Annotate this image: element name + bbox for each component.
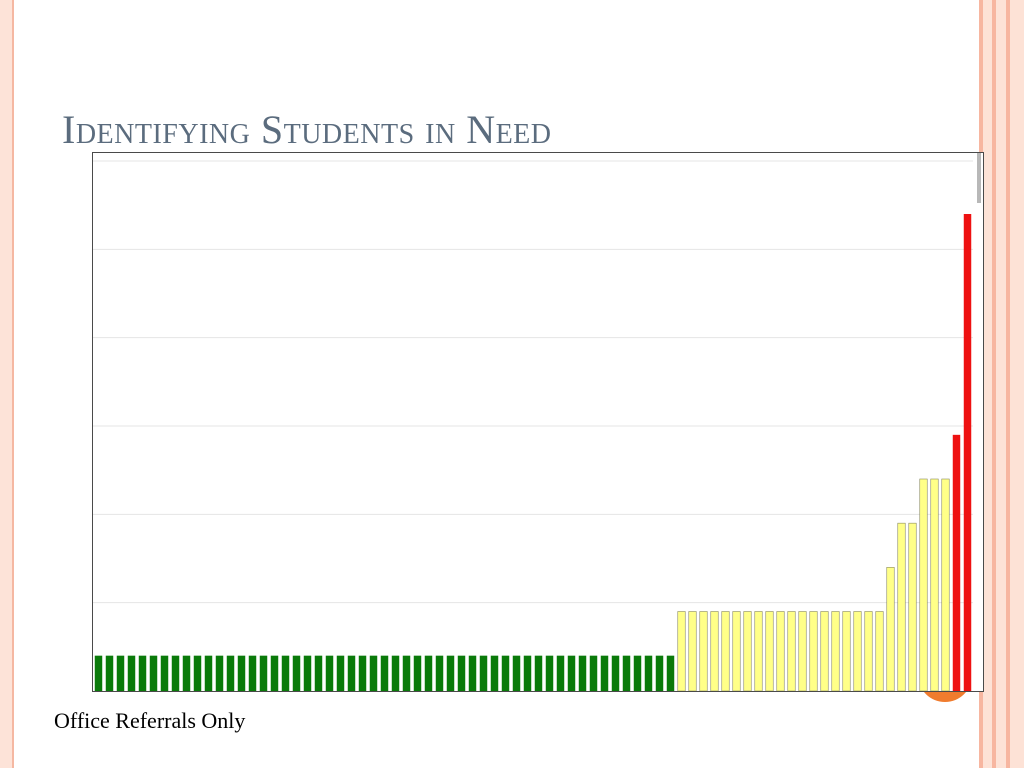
bar-14 — [248, 655, 257, 691]
bar-chart — [92, 152, 984, 692]
bar-42 — [556, 655, 565, 691]
bar-64 — [798, 611, 807, 691]
bar-2 — [116, 655, 125, 691]
bar-35 — [479, 655, 488, 691]
bar-75 — [919, 478, 928, 691]
bar-40 — [534, 655, 543, 691]
bar-61 — [765, 611, 774, 691]
bar-7 — [171, 655, 180, 691]
bar-69 — [853, 611, 862, 691]
bar-10 — [204, 655, 213, 691]
bar-77 — [941, 478, 950, 691]
bar-0 — [94, 655, 103, 691]
bar-12 — [226, 655, 235, 691]
bar-4 — [138, 655, 147, 691]
bar-55 — [699, 611, 708, 691]
bar-31 — [435, 655, 444, 691]
bar-17 — [281, 655, 290, 691]
bar-78 — [952, 434, 961, 691]
bar-73 — [897, 522, 906, 691]
bar-25 — [369, 655, 378, 691]
bar-22 — [336, 655, 345, 691]
bar-6 — [160, 655, 169, 691]
bar-23 — [347, 655, 356, 691]
bar-27 — [391, 655, 400, 691]
bar-3 — [127, 655, 136, 691]
bar-37 — [501, 655, 510, 691]
bar-59 — [743, 611, 752, 691]
bar-70 — [864, 611, 873, 691]
chart-scroll-edge — [977, 153, 981, 203]
bar-13 — [237, 655, 246, 691]
bar-44 — [578, 655, 587, 691]
bar-33 — [457, 655, 466, 691]
bar-46 — [600, 655, 609, 691]
bar-38 — [512, 655, 521, 691]
bar-62 — [776, 611, 785, 691]
bar-32 — [446, 655, 455, 691]
bar-45 — [589, 655, 598, 691]
bar-79 — [963, 214, 972, 691]
bar-58 — [732, 611, 741, 691]
bar-29 — [413, 655, 422, 691]
bar-67 — [831, 611, 840, 691]
bar-52 — [666, 655, 675, 691]
bar-48 — [622, 655, 631, 691]
bar-28 — [402, 655, 411, 691]
bar-76 — [930, 478, 939, 691]
bar-49 — [633, 655, 642, 691]
bar-30 — [424, 655, 433, 691]
bar-19 — [303, 655, 312, 691]
bar-39 — [523, 655, 532, 691]
bar-47 — [611, 655, 620, 691]
bar-15 — [259, 655, 268, 691]
bar-74 — [908, 522, 917, 691]
bar-54 — [688, 611, 697, 691]
bar-41 — [545, 655, 554, 691]
bar-24 — [358, 655, 367, 691]
slide-title: Identifying Students in Need — [62, 107, 552, 152]
bar-53 — [677, 611, 686, 691]
bar-16 — [270, 655, 279, 691]
bar-21 — [325, 655, 334, 691]
bar-34 — [468, 655, 477, 691]
bar-66 — [820, 611, 829, 691]
slide-left-border — [0, 0, 14, 768]
bar-68 — [842, 611, 851, 691]
bar-60 — [754, 611, 763, 691]
bar-57 — [721, 611, 730, 691]
bar-20 — [314, 655, 323, 691]
bar-63 — [787, 611, 796, 691]
bar-71 — [875, 611, 884, 691]
chart-caption: Office Referrals Only — [54, 708, 246, 733]
bar-65 — [809, 611, 818, 691]
slide-right-border — [976, 0, 1024, 768]
bar-36 — [490, 655, 499, 691]
bar-72 — [886, 567, 895, 691]
bar-8 — [182, 655, 191, 691]
bar-50 — [644, 655, 653, 691]
bar-18 — [292, 655, 301, 691]
bar-11 — [215, 655, 224, 691]
bar-43 — [567, 655, 576, 691]
bar-26 — [380, 655, 389, 691]
chart-svg — [93, 153, 981, 691]
bar-56 — [710, 611, 719, 691]
bar-9 — [193, 655, 202, 691]
bar-1 — [105, 655, 114, 691]
bar-51 — [655, 655, 664, 691]
bar-5 — [149, 655, 158, 691]
